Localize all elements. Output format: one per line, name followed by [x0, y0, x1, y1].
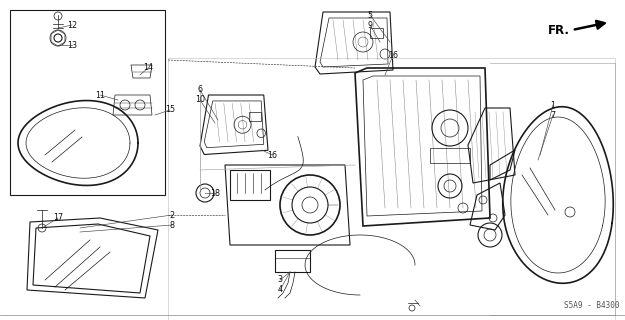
Text: S5A9 - B4300: S5A9 - B4300 [564, 301, 620, 310]
Text: 8: 8 [169, 220, 174, 229]
Text: 3: 3 [278, 276, 282, 284]
Text: 4: 4 [278, 285, 282, 294]
Text: 13: 13 [67, 41, 77, 50]
Text: 5: 5 [368, 11, 372, 20]
Text: 7: 7 [551, 110, 556, 119]
Text: 16: 16 [267, 150, 277, 159]
Text: 6: 6 [198, 85, 202, 94]
Text: 16: 16 [388, 51, 398, 60]
Text: 17: 17 [53, 213, 63, 222]
Text: FR.: FR. [548, 23, 570, 36]
Text: 2: 2 [169, 211, 174, 220]
Text: 9: 9 [368, 20, 372, 29]
Text: 15: 15 [165, 106, 175, 115]
Text: 12: 12 [67, 20, 77, 29]
Text: 1: 1 [551, 100, 556, 109]
Text: 10: 10 [195, 95, 205, 105]
Text: 11: 11 [95, 91, 105, 100]
Text: 14: 14 [143, 63, 153, 73]
Text: 18: 18 [210, 188, 220, 197]
